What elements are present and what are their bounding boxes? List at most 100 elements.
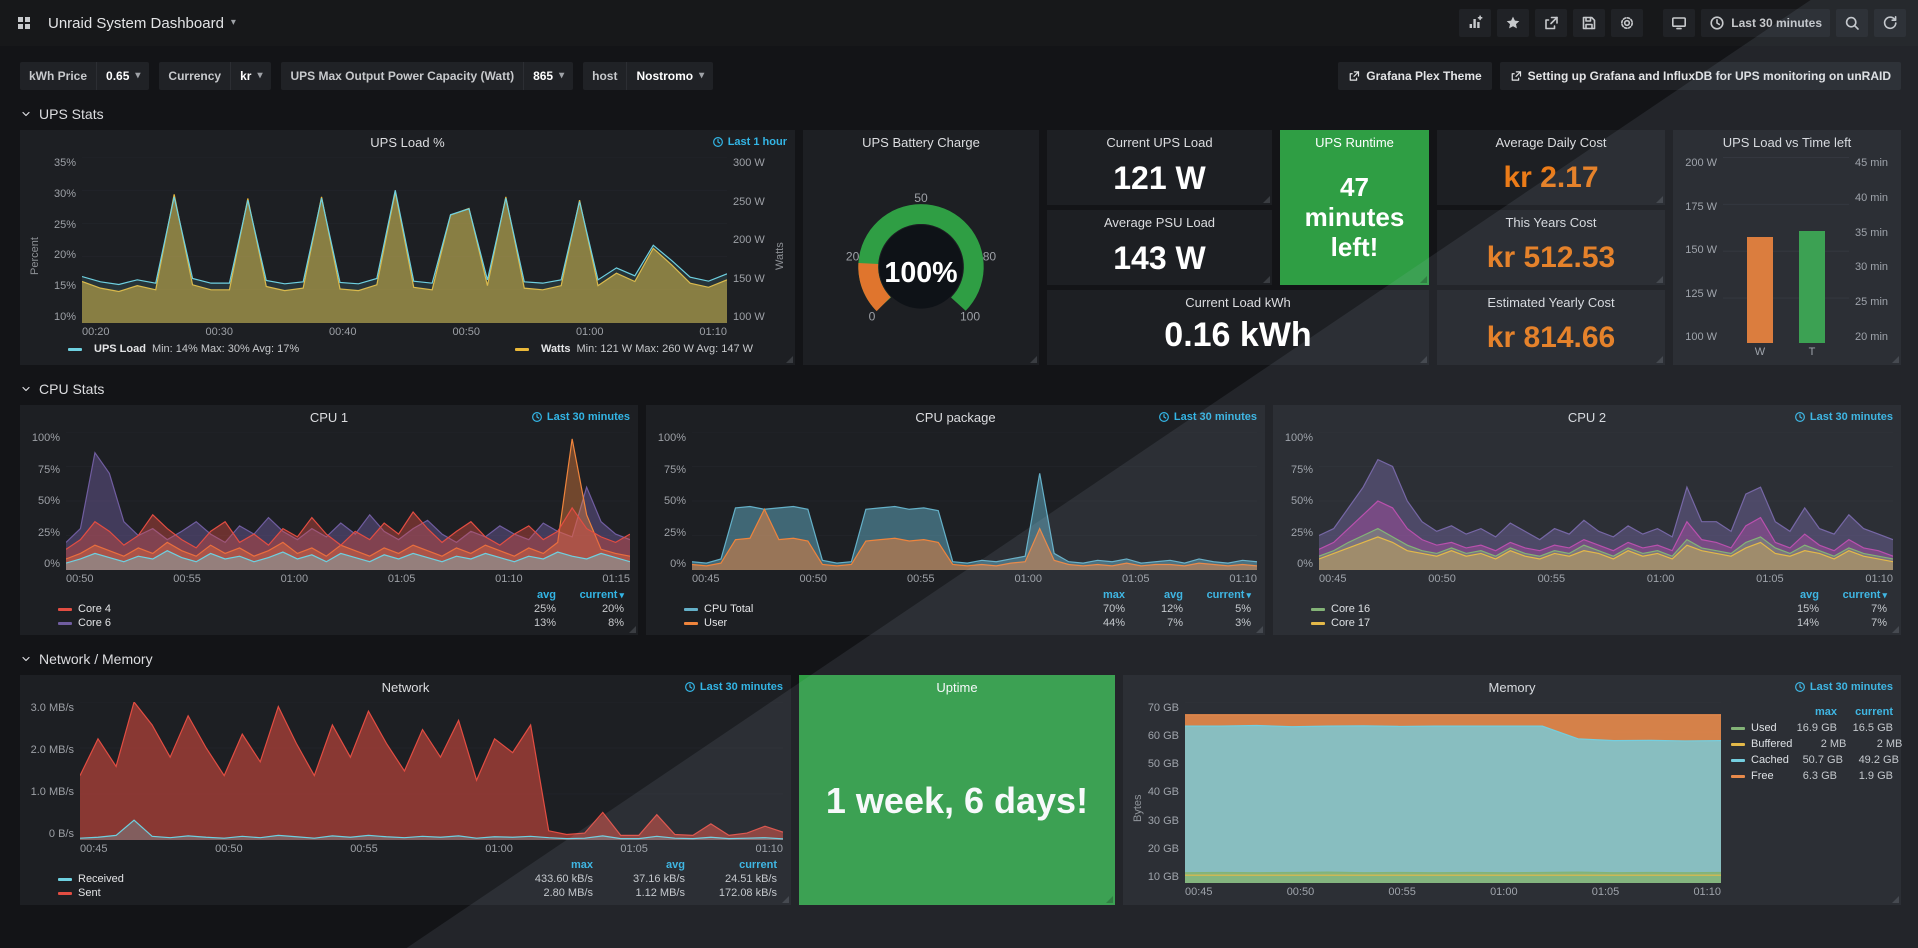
series-marker [684, 621, 698, 625]
legend-series-toggle[interactable]: Core 16 [1311, 603, 1761, 615]
section-cpu-stats[interactable]: CPU Stats [20, 381, 1901, 397]
variable-value-dropdown[interactable]: 0.65 ▾ [97, 62, 149, 90]
add-panel-button[interactable] [1459, 9, 1492, 37]
legend-series-toggle[interactable]: Free [1731, 770, 1783, 782]
y-tick: 35% [53, 157, 76, 169]
panel-title[interactable]: CPU 2 [1567, 410, 1607, 425]
y-tick: 30% [53, 187, 76, 200]
legend-series-toggle[interactable]: User [684, 617, 1063, 629]
chart-plot[interactable] [1319, 432, 1893, 570]
x-tick: 01:05 [1591, 886, 1620, 898]
apps-grid-icon[interactable] [12, 11, 36, 35]
legend-entry[interactable]: Watts Min: 121 W Max: 260 W Avg: 147 W [514, 343, 753, 355]
panel-title[interactable]: Current Load kWh [1185, 295, 1291, 310]
panel-time-badge[interactable]: Last 1 hour [712, 136, 787, 148]
x-tick: 00:50 [1428, 573, 1456, 585]
time-range-button[interactable]: Last 30 minutes [1701, 9, 1830, 37]
chart-plot[interactable] [1185, 702, 1721, 883]
legend-column-header[interactable]: max [1814, 706, 1837, 718]
refresh-button[interactable] [1874, 9, 1906, 37]
legend-column-header[interactable]: current [1855, 706, 1893, 718]
share-button[interactable] [1535, 9, 1568, 37]
panel-time-badge[interactable]: Last 30 minutes [531, 411, 630, 423]
legend-series-toggle[interactable]: Core 6 [58, 617, 498, 629]
section-network-memory[interactable]: Network / Memory [20, 651, 1901, 667]
section-ups-stats[interactable]: UPS Stats [20, 106, 1901, 122]
y-tick: 25% [663, 526, 686, 539]
legend-value: 37.16 kB/s [633, 873, 685, 885]
settings-button[interactable] [1611, 9, 1644, 37]
series-marker [1311, 607, 1325, 611]
variable-value-dropdown[interactable]: Nostromo ▾ [627, 62, 713, 90]
legend-series-toggle[interactable]: Received [58, 873, 497, 885]
chart-plot[interactable] [80, 702, 783, 840]
x-tick: 01:10 [495, 573, 523, 585]
panel-title[interactable]: Memory [1488, 680, 1536, 695]
star-button[interactable] [1497, 9, 1530, 37]
panel-title[interactable]: Uptime [936, 680, 978, 695]
panel-title[interactable]: UPS Load % [370, 135, 445, 150]
legend-column-header[interactable]: current ▾ [1842, 589, 1887, 601]
series-marker [58, 621, 72, 625]
panel-title[interactable]: Estimated Yearly Cost [1487, 295, 1615, 310]
legend-series-toggle[interactable]: Core 17 [1311, 617, 1761, 629]
variable-value-dropdown[interactable]: 865 ▾ [524, 62, 573, 90]
y-tick: 1.0 MB/s [30, 786, 74, 798]
legend-column-header[interactable]: max [570, 859, 593, 871]
legend-column-header[interactable]: max [1102, 589, 1125, 601]
legend-series-toggle[interactable]: CPU Total [684, 603, 1063, 615]
zoom-out-button[interactable] [1836, 9, 1868, 37]
legend-series-toggle[interactable]: Core 4 [58, 603, 498, 615]
panel-title[interactable]: UPS Battery Charge [862, 135, 980, 150]
legend-series-toggle[interactable]: Cached [1731, 754, 1789, 766]
panel-title[interactable]: Network [381, 680, 430, 695]
panel-title[interactable]: UPS Runtime [1315, 135, 1394, 150]
cycle-view-button[interactable] [1663, 9, 1696, 37]
legend: avg current ▾ Core 4 25% 20% Core 6 13% 8… [28, 586, 630, 629]
panel-title[interactable]: Average Daily Cost [1495, 135, 1607, 150]
legend-column-header[interactable]: avg [537, 589, 556, 601]
legend-column-header[interactable]: avg [1800, 589, 1819, 601]
monitor-icon [1672, 17, 1687, 30]
area-chart [1185, 702, 1721, 883]
y-tick: 75% [37, 463, 60, 476]
y-axis-right: 300 W 250 W 200 W 150 W 100 W [727, 157, 773, 339]
legend-column-header[interactable]: current [739, 859, 777, 871]
legend-column-header[interactable]: current ▾ [1206, 589, 1251, 601]
legend-column-header[interactable]: avg [666, 859, 685, 871]
legend-value: 2 MB [1820, 738, 1847, 750]
link-label: Setting up Grafana and InfluxDB for UPS … [1527, 69, 1891, 83]
legend-series-toggle[interactable]: Used [1731, 722, 1783, 734]
legend-entry[interactable]: UPS Load Min: 14% Max: 30% Avg: 17% [68, 343, 299, 355]
legend-column-header[interactable]: avg [1164, 589, 1183, 601]
legend-column-header[interactable]: current ▾ [579, 589, 624, 601]
legend-series-toggle[interactable]: Buffered [1731, 738, 1792, 750]
panel-title[interactable]: CPU 1 [309, 410, 349, 425]
panel-title[interactable]: Average PSU Load [1103, 215, 1216, 230]
ups-stats-cluster: Current UPS Load 121 W Average PSU Load … [1047, 130, 1429, 365]
link-ups-monitoring-guide[interactable]: Setting up Grafana and InfluxDB for UPS … [1499, 62, 1901, 90]
panel-time-badge[interactable]: Last 30 minutes [684, 681, 783, 693]
y-axis-title: Bytes [1132, 794, 1144, 823]
panel-title[interactable]: This Years Cost [1505, 215, 1597, 230]
panel-title[interactable]: UPS Load vs Time left [1722, 135, 1852, 150]
panel-title[interactable]: CPU package [915, 410, 996, 425]
bar-chart-plot[interactable] [1723, 157, 1849, 343]
chart-plot[interactable] [692, 432, 1257, 570]
chart-plot[interactable] [66, 432, 630, 570]
variable-value-dropdown[interactable]: kr ▾ [231, 62, 271, 90]
x-tick: 00:50 [799, 573, 828, 585]
dashboard-title[interactable]: Unraid System Dashboard ▾ [48, 15, 236, 32]
panel-title[interactable]: Current UPS Load [1106, 135, 1213, 150]
panel-time-badge[interactable]: Last 30 minutes [1794, 411, 1893, 423]
chart-plot[interactable] [82, 157, 727, 323]
legend-value: 16.9 GB [1796, 722, 1837, 734]
panel-current-load-kwh: Current Load kWh 0.16 kWh [1047, 290, 1429, 365]
link-grafana-plex-theme[interactable]: Grafana Plex Theme [1338, 62, 1492, 90]
series-name: User [704, 617, 728, 629]
save-button[interactable] [1573, 9, 1606, 37]
panel-time-badge[interactable]: Last 30 minutes [1158, 411, 1257, 423]
sort-caret-icon: ▾ [1246, 590, 1251, 600]
panel-time-badge[interactable]: Last 30 minutes [1794, 681, 1893, 693]
legend-series-toggle[interactable]: Sent [58, 887, 497, 899]
